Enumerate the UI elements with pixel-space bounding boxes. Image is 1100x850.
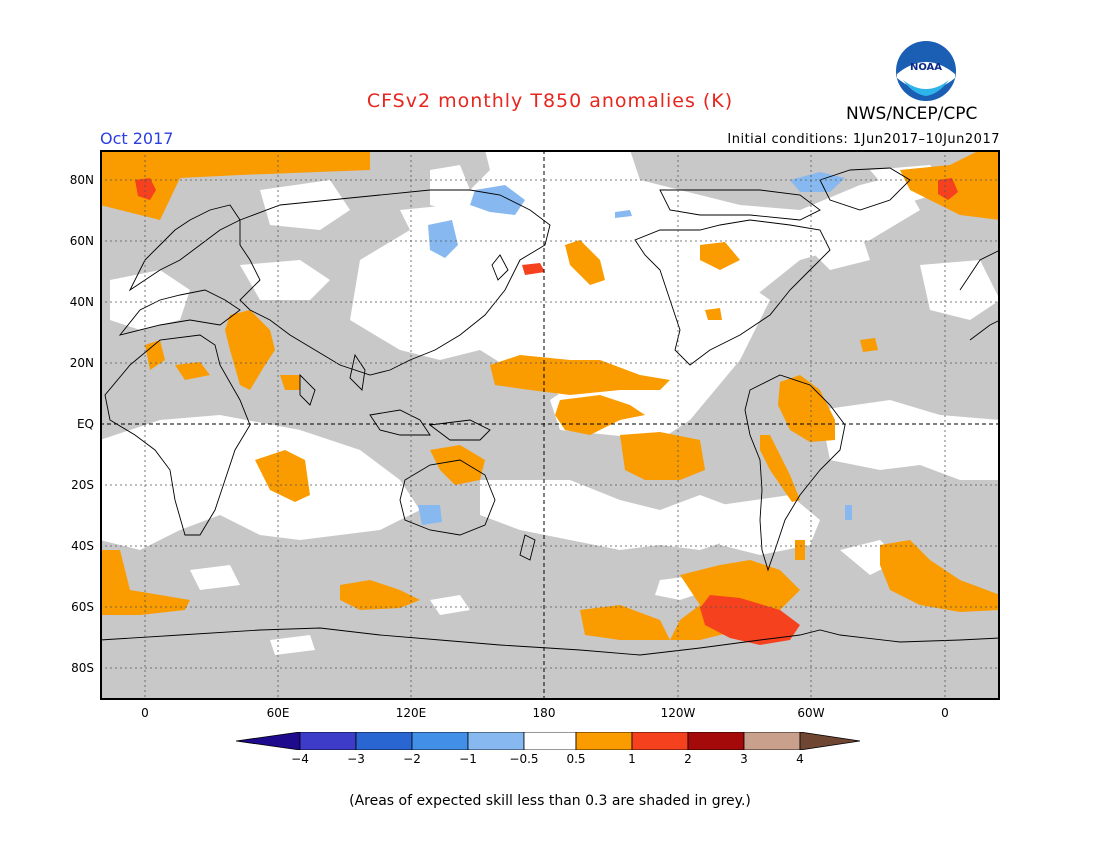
- lat-label: 80N: [69, 173, 94, 187]
- equator-dateline: [100, 150, 1000, 700]
- agency-label: NWS/NCEP/CPC: [846, 104, 978, 124]
- anomaly-map: [100, 150, 1000, 700]
- colorbar-swatch: [687, 732, 745, 750]
- svg-text:NOAA: NOAA: [910, 62, 942, 73]
- lat-label: EQ: [76, 417, 94, 431]
- skill-footnote: (Areas of expected skill less than 0.3 a…: [349, 793, 751, 809]
- colorbar-swatch: [299, 732, 357, 750]
- lat-label: 40N: [69, 295, 94, 309]
- colorbar-swatch: [467, 732, 525, 750]
- colorbar-swatch: [575, 732, 633, 750]
- lat-lon-gridlines: [100, 150, 1000, 700]
- colorbar: [236, 732, 861, 750]
- lon-label: 120E: [395, 706, 427, 720]
- colorbar-swatch: [523, 732, 577, 750]
- map-title: CFSv2 monthly T850 anomalies (K): [366, 90, 734, 112]
- noaa-logo-icon: NOAA: [896, 41, 956, 101]
- colorbar-swatch: [236, 732, 301, 750]
- lat-label: 20S: [71, 478, 94, 492]
- lon-label: 60E: [266, 706, 290, 720]
- colorbar-label: −4: [291, 752, 309, 766]
- colorbar-label: 2: [684, 752, 692, 766]
- colorbar-swatch: [743, 732, 801, 750]
- lon-label: 60W: [797, 706, 825, 720]
- lon-label: 180: [532, 706, 556, 720]
- strong-positive-red-areas: [135, 178, 958, 645]
- colorbar-label: −3: [347, 752, 365, 766]
- lat-label: 40S: [71, 539, 94, 553]
- colorbar-label: 3: [740, 752, 748, 766]
- colorbar-label: −1: [459, 752, 477, 766]
- lat-label: 20N: [69, 356, 94, 370]
- colorbar-label: 4: [796, 752, 804, 766]
- colorbar-swatch: [411, 732, 469, 750]
- colorbar-label: 1: [628, 752, 636, 766]
- coastlines: [100, 167, 1000, 656]
- lon-label: 0: [941, 706, 949, 720]
- colorbar-swatch: [799, 732, 861, 750]
- positive-anomaly-orange-areas: [100, 150, 1000, 640]
- colorbar-label: −0.5: [509, 752, 539, 766]
- lon-label: 0: [141, 706, 149, 720]
- colorbar-label: −2: [403, 752, 421, 766]
- colorbar-swatch: [355, 732, 413, 750]
- lat-label: 60S: [71, 600, 94, 614]
- map-frame: [100, 150, 1000, 700]
- lat-label: 60N: [69, 234, 94, 248]
- forecast-month: Oct 2017: [100, 129, 174, 148]
- initial-conditions: Initial conditions: 1Jun2017–10Jun2017: [727, 132, 1000, 147]
- colorbar-swatch: [631, 732, 689, 750]
- colorbar-label: 0.5: [566, 752, 586, 766]
- lon-label: 120W: [660, 706, 696, 720]
- lat-label: 80S: [71, 661, 94, 675]
